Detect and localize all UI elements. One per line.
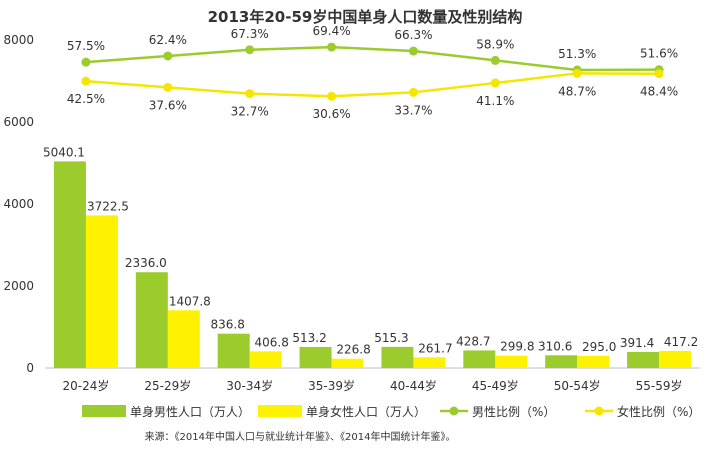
ratio-lines: 57.5% 62.4% 67.3% 69.4% 66.3% 58.9% 51.3% 51.6%… xyxy=(67,24,678,121)
legend-label: 男性比例（%） xyxy=(472,405,555,419)
male-bar xyxy=(299,346,332,368)
x-tick-label: 45-49岁 xyxy=(472,378,519,393)
male-ratio-label: 67.3% xyxy=(231,27,269,41)
x-tick-label: 25-29岁 xyxy=(144,378,191,393)
male-ratio-point xyxy=(245,45,255,55)
female-bar-label: 295.0 xyxy=(582,340,616,354)
female-ratio-point xyxy=(163,82,173,92)
female-bar xyxy=(331,358,364,368)
male-ratio-label: 69.4% xyxy=(313,24,351,38)
male-bar xyxy=(135,272,168,368)
female-bar-label: 261.7 xyxy=(418,341,452,355)
y-tick-label: 6000 xyxy=(3,115,34,129)
male-ratio-label: 51.3% xyxy=(558,47,596,61)
female-bar xyxy=(85,215,118,368)
legend-marker xyxy=(449,406,459,416)
male-bar xyxy=(381,346,414,368)
female-ratio-label: 37.6% xyxy=(149,98,187,112)
female-bar-label: 3722.5 xyxy=(87,199,129,213)
male-bar xyxy=(627,351,660,368)
y-tick-label: 0 xyxy=(26,361,34,375)
female-bar xyxy=(577,355,610,368)
female-ratio-label: 48.7% xyxy=(558,84,596,98)
source-note: 来源：《2014年中国人口与就业统计年鉴》、《2014年中国统计年鉴》。 xyxy=(145,430,456,443)
female-ratio-label: 32.7% xyxy=(231,105,269,119)
male-ratio-point xyxy=(327,42,337,52)
female-bar-label: 417.2 xyxy=(664,335,698,349)
female-ratio-label: 48.4% xyxy=(640,85,678,99)
male-ratio-label: 51.6% xyxy=(640,47,678,61)
female-ratio-point xyxy=(408,87,418,97)
x-tick-label: 40-44岁 xyxy=(390,378,437,393)
female-bar xyxy=(659,350,692,368)
male-ratio-point xyxy=(163,51,173,61)
female-bar xyxy=(413,357,446,368)
female-ratio-point xyxy=(245,89,255,99)
male-bar-label: 391.4 xyxy=(620,336,654,350)
female-bar-label: 406.8 xyxy=(255,335,289,349)
female-bar-label: 299.8 xyxy=(500,340,534,354)
male-bar xyxy=(217,333,250,368)
female-ratio-label: 30.6% xyxy=(313,107,351,121)
axes: 0 2000 4000 6000 8000 20-24岁 25-29岁 30-34岁 35-39… xyxy=(3,33,700,393)
y-tick-label: 8000 xyxy=(3,33,34,47)
male-bar-label: 515.3 xyxy=(374,331,408,345)
male-bar-label: 5040.1 xyxy=(43,145,85,159)
legend-marker xyxy=(594,406,604,416)
male-bar-label: 428.7 xyxy=(456,334,490,348)
female-bar-label: 226.8 xyxy=(336,343,370,357)
male-ratio-point xyxy=(490,55,500,65)
legend-label: 单身男性人口（万人） xyxy=(130,404,250,419)
female-bar xyxy=(167,310,200,368)
male-ratio-line xyxy=(85,45,660,72)
female-ratio-point xyxy=(572,68,582,78)
female-ratio-label: 33.7% xyxy=(394,103,432,117)
legend-swatch xyxy=(82,405,126,417)
male-ratio-point xyxy=(81,57,91,67)
male-bar-label: 836.8 xyxy=(211,318,245,332)
male-ratio-label: 57.5% xyxy=(67,39,105,53)
bars: 5040.1 2336.0 836.8 513.2 515.3 428.7 310.6 391… xyxy=(43,145,698,368)
female-bar-label: 1407.8 xyxy=(169,294,211,308)
male-bar xyxy=(463,350,496,368)
female-ratio-point xyxy=(327,91,337,101)
y-tick-label: 2000 xyxy=(3,279,34,293)
female-bar xyxy=(495,355,528,368)
x-tick-label: 55-59岁 xyxy=(636,378,683,393)
male-ratio-point xyxy=(408,46,418,56)
x-tick-label: 50-54岁 xyxy=(554,378,601,393)
female-ratio-point xyxy=(81,76,91,86)
male-ratio-label: 58.9% xyxy=(476,37,514,51)
chart-title: 2013年20-59岁中国单身人口数量及性别结构 xyxy=(208,8,523,26)
x-tick-label: 20-24岁 xyxy=(63,378,110,393)
female-ratio-point xyxy=(490,78,500,88)
x-tick-label: 35-39岁 xyxy=(308,378,355,393)
x-tick-label: 30-34岁 xyxy=(226,378,273,393)
female-ratio-label: 41.1% xyxy=(476,94,514,108)
female-bar xyxy=(249,351,282,368)
legend-label: 女性比例（%） xyxy=(617,404,700,419)
male-bar-label: 310.6 xyxy=(538,339,572,353)
male-ratio-label: 62.4% xyxy=(149,33,187,47)
legend-label: 单身女性人口（万人） xyxy=(306,404,426,419)
male-bar xyxy=(545,355,578,368)
male-bar-label: 513.2 xyxy=(292,331,326,345)
female-ratio-label: 42.5% xyxy=(67,92,105,106)
male-ratio-label: 66.3% xyxy=(394,28,432,42)
male-bar-label: 2336.0 xyxy=(125,256,167,270)
female-ratio-point xyxy=(654,69,664,79)
legend: 单身男性人口（万人） 单身女性人口（万人） 男性比例（%） 女性比例（%） xyxy=(82,404,700,419)
legend-swatch xyxy=(258,405,302,417)
male-bar xyxy=(53,161,86,368)
y-tick-label: 4000 xyxy=(3,197,34,211)
female-ratio-line xyxy=(85,72,660,98)
